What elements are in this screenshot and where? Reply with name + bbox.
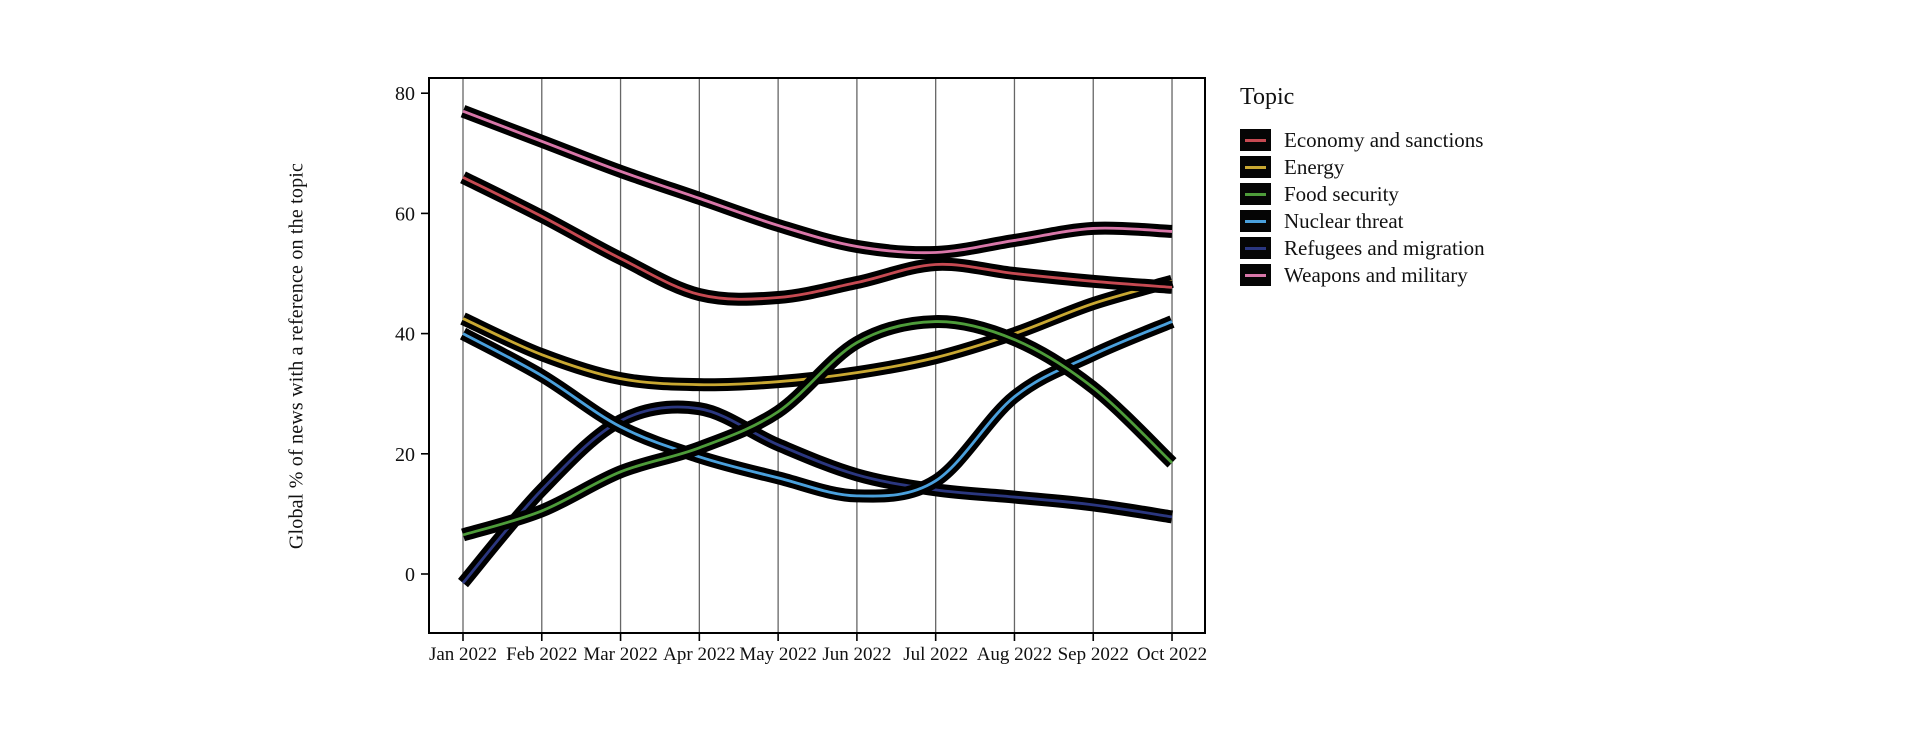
x-tick-label: Mar 2022 <box>583 644 657 665</box>
x-tick-label: Sep 2022 <box>1058 644 1129 665</box>
legend-swatch <box>1240 129 1271 151</box>
y-axis-title: Global % of news with a reference on the… <box>285 162 308 550</box>
legend-line-icon <box>1245 273 1266 277</box>
series-line-economy-and-sanctions <box>462 176 1173 301</box>
legend-item-food-security: Food security <box>1240 181 1600 206</box>
series-line-refugees-and-migration <box>461 405 1173 584</box>
legend-line-icon <box>1245 138 1266 142</box>
series-line-weapons-and-military <box>462 109 1173 255</box>
x-tick-label: Feb 2022 <box>506 644 577 665</box>
y-tick-label: 80 <box>395 83 415 105</box>
legend-item-weapons-and-military: Weapons and military <box>1240 262 1600 287</box>
x-tick-label: Oct 2022 <box>1137 644 1207 665</box>
legend-label: Food security <box>1284 181 1399 206</box>
plot-border <box>428 77 1206 634</box>
legend-label: Nuclear threat <box>1284 208 1404 233</box>
y-tick-label: 0 <box>405 564 415 586</box>
legend-label: Economy and sanctions <box>1284 127 1484 152</box>
legend-item-refugees-and-migration: Refugees and migration <box>1240 235 1600 260</box>
series-line-food-security <box>462 320 1173 537</box>
y-tick-label: 20 <box>395 444 415 466</box>
chart-legend: Topic Economy and sanctions Energy Food … <box>1240 84 1600 291</box>
legend-item-economy-and-sanctions: Economy and sanctions <box>1240 127 1600 152</box>
legend-swatch <box>1240 183 1271 205</box>
legend-label: Weapons and military <box>1284 262 1468 287</box>
legend-line-icon <box>1245 219 1266 223</box>
x-tick-label: Jun 2022 <box>822 644 891 665</box>
legend-title: Topic <box>1240 84 1295 110</box>
legend-swatch <box>1240 210 1271 232</box>
x-tick-label: Jul 2022 <box>903 644 968 665</box>
legend-line-icon <box>1245 165 1266 169</box>
legend-line-icon <box>1245 246 1266 250</box>
series-line-nuclear-threat <box>462 320 1173 498</box>
x-tick-label: Apr 2022 <box>663 644 735 665</box>
legend-label: Refugees and migration <box>1284 235 1485 260</box>
x-tick-label: Jan 2022 <box>429 644 497 665</box>
legend-item-energy: Energy <box>1240 154 1600 179</box>
legend-swatch <box>1240 156 1271 178</box>
legend-line-icon <box>1245 192 1266 196</box>
y-tick-label: 40 <box>395 324 415 346</box>
legend-item-nuclear-threat: Nuclear threat <box>1240 208 1600 233</box>
y-tick-label: 60 <box>395 203 415 225</box>
legend-label: Energy <box>1284 154 1345 179</box>
x-tick-label: Aug 2022 <box>977 644 1052 665</box>
legend-swatch <box>1240 237 1271 259</box>
legend-swatch <box>1240 264 1271 286</box>
x-tick-label: May 2022 <box>739 644 817 665</box>
